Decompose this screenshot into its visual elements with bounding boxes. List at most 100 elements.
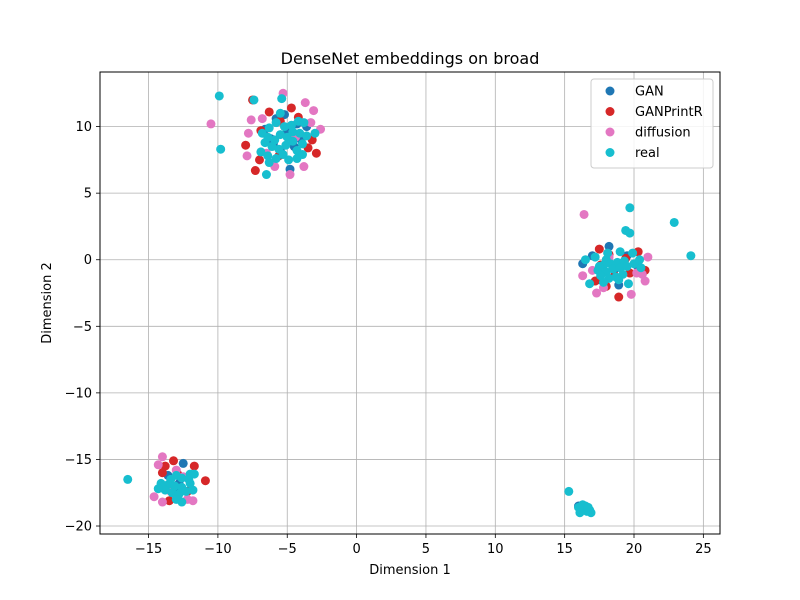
data-point <box>636 263 646 273</box>
data-point <box>306 118 316 128</box>
data-point <box>216 144 226 154</box>
legend-label-diffusion: diffusion <box>635 126 691 141</box>
y-tick-label: −5 <box>73 320 92 335</box>
data-point <box>177 497 187 507</box>
data-point <box>255 155 265 165</box>
data-point <box>603 248 613 258</box>
data-point <box>257 114 267 124</box>
x-tick-label: 0 <box>352 542 360 557</box>
data-point <box>625 203 635 213</box>
data-point <box>271 154 281 164</box>
data-point <box>311 148 321 158</box>
data-point <box>669 217 679 227</box>
data-point <box>275 130 285 140</box>
data-points <box>123 88 696 518</box>
data-point <box>635 255 645 265</box>
x-tick-label: −10 <box>204 542 231 557</box>
data-point <box>580 255 590 265</box>
data-point <box>288 136 298 146</box>
y-axis-ticks: −20 −15 −10 −5 0 5 10 <box>65 120 100 535</box>
y-tick-label: 0 <box>84 253 92 268</box>
data-point <box>243 128 253 138</box>
data-point <box>260 138 270 148</box>
legend-label-gan: GAN <box>635 85 664 100</box>
data-point <box>189 461 199 471</box>
data-point <box>598 277 608 287</box>
x-tick-label: 10 <box>487 542 504 557</box>
data-point <box>626 289 636 299</box>
legend-box <box>590 78 714 169</box>
data-point <box>578 271 588 281</box>
data-point <box>298 150 308 160</box>
data-point <box>277 94 287 104</box>
data-point <box>157 468 167 478</box>
data-point <box>300 98 310 108</box>
data-point <box>256 147 266 157</box>
x-tick-label: 25 <box>695 542 712 557</box>
data-point <box>622 261 632 271</box>
x-tick-label: 5 <box>422 542 430 557</box>
data-point <box>299 162 309 172</box>
data-point <box>594 244 604 254</box>
data-point <box>188 485 198 495</box>
data-point <box>286 103 296 113</box>
data-point <box>640 276 650 286</box>
data-point <box>302 131 312 141</box>
data-point <box>181 486 191 496</box>
data-point <box>157 452 167 462</box>
y-tick-label: −10 <box>65 386 92 401</box>
data-point <box>275 108 285 118</box>
data-point <box>153 460 163 470</box>
x-tick-label: −5 <box>278 542 297 557</box>
y-tick-label: 10 <box>75 120 92 135</box>
x-tick-label: 20 <box>626 542 643 557</box>
data-point <box>178 458 188 468</box>
data-point <box>608 264 618 274</box>
data-point <box>614 292 624 302</box>
data-point <box>309 106 319 116</box>
data-point <box>628 248 638 258</box>
data-point <box>169 456 179 466</box>
data-point <box>214 91 224 101</box>
data-point <box>625 228 635 238</box>
data-point <box>264 158 274 168</box>
data-point <box>206 119 216 129</box>
data-point <box>281 140 291 150</box>
data-point <box>295 128 305 138</box>
data-point <box>686 251 696 261</box>
data-point <box>267 142 277 152</box>
data-point <box>643 252 653 262</box>
data-point <box>278 150 288 160</box>
data-point <box>241 140 251 150</box>
data-point <box>153 484 163 494</box>
data-point <box>160 485 170 495</box>
data-point <box>592 288 602 298</box>
x-tick-label: 15 <box>556 542 573 557</box>
data-point <box>200 476 210 486</box>
chart-title: DenseNet embeddings on broad <box>281 49 540 68</box>
legend-label-ganprintr: GANPrintR <box>635 105 703 120</box>
data-point <box>261 170 271 180</box>
data-point <box>590 252 600 262</box>
data-point <box>157 497 167 507</box>
data-point <box>310 128 320 138</box>
data-point <box>614 275 624 285</box>
legend-label-real: real <box>635 146 660 161</box>
data-point <box>288 127 298 137</box>
x-axis-label: Dimension 1 <box>369 563 451 578</box>
series-real-points <box>123 91 696 518</box>
y-axis-label: Dimension 2 <box>40 262 55 344</box>
plot-area-frame <box>99 71 721 535</box>
y-tick-label: −20 <box>65 520 92 535</box>
data-point <box>575 508 585 518</box>
data-point <box>299 118 309 128</box>
data-point <box>615 247 625 257</box>
data-point <box>271 118 281 128</box>
x-axis-ticks: −15 −10 −5 0 5 10 15 20 25 <box>135 534 712 557</box>
data-point <box>564 486 574 496</box>
x-tick-label: −15 <box>135 542 162 557</box>
data-point <box>579 209 589 219</box>
data-point <box>249 95 259 105</box>
data-point <box>242 151 252 161</box>
data-point <box>279 122 289 132</box>
